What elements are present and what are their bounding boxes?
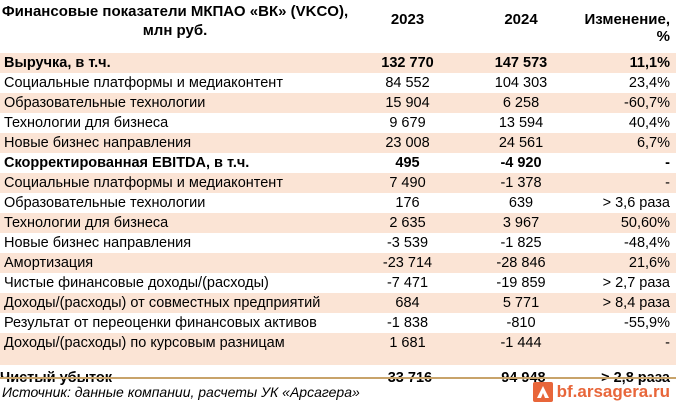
value-2023: 15 904 xyxy=(350,93,465,113)
footer-divider xyxy=(0,377,676,379)
value-change: - xyxy=(665,155,670,171)
table-row: Выручка, в т.ч. 132 770 147 573 11,1% xyxy=(0,53,676,73)
table-row: Результат от переоценки финансовых актив… xyxy=(0,313,676,333)
value-change: 50,60% xyxy=(577,213,676,233)
table-row: Социальные платформы и медиаконтент 84 5… xyxy=(0,73,676,93)
brand-logo: bf.arsagera.ru xyxy=(532,382,670,402)
value-2023: 2 635 xyxy=(350,213,465,233)
site-url[interactable]: bf.arsagera.ru xyxy=(556,382,670,401)
value-2024: 5 771 xyxy=(465,293,577,313)
value-change: > 3,6 раза xyxy=(602,195,670,211)
table-row: Новые бизнес направления 23 008 24 561 6… xyxy=(0,133,676,153)
value-2024: 104 303 xyxy=(494,75,548,91)
column-header-2023: 2023 xyxy=(390,11,425,28)
row-label: Социальные платформы и медиаконтент xyxy=(4,75,283,91)
value-2024: 3 967 xyxy=(465,213,577,233)
column-header-change: Изменение, % xyxy=(584,11,671,45)
row-label: Результат от переоценки финансовых актив… xyxy=(4,315,317,331)
row-label: Амортизация xyxy=(0,253,350,273)
value-2024: 147 573 xyxy=(465,53,577,73)
value-change: -60,7% xyxy=(577,93,676,113)
value-change: 21,6% xyxy=(577,253,676,273)
value-change: > 2,7 раза xyxy=(602,275,670,291)
row-label: Скорректированная EBITDA, в т.ч. xyxy=(4,155,250,171)
value-change: 23,4% xyxy=(628,75,670,91)
row-label: Образовательные технологии xyxy=(0,93,350,113)
financial-table: Финансовые показатели МКПАО «ВК» (VKCO),… xyxy=(0,0,676,386)
table-row: Образовательные технологии 15 904 6 258 … xyxy=(0,93,676,113)
table-row: Чистые финансовые доходы/(расходы) -7 47… xyxy=(0,273,676,293)
table-row: Доходы/(расходы) по курсовым разницам 1 … xyxy=(0,333,676,353)
table-row: Амортизация -23 714 -28 846 21,6% xyxy=(0,253,676,273)
row-label: Доходы/(расходы) по курсовым разницам xyxy=(0,333,350,353)
value-change: -55,9% xyxy=(624,315,670,331)
table-row: Новые бизнес направления -3 539 -1 825 -… xyxy=(0,233,676,253)
value-2023: 1 681 xyxy=(350,333,465,353)
value-2023: 9 679 xyxy=(389,115,426,131)
value-change: 6,7% xyxy=(577,133,676,153)
value-2024: -4 920 xyxy=(500,155,542,171)
value-2024: -28 846 xyxy=(465,253,577,273)
value-2024: -810 xyxy=(506,315,536,331)
value-2023: -7 471 xyxy=(386,275,429,291)
table-row: Доходы/(расходы) от совместных предприят… xyxy=(0,293,676,313)
value-change: 40,4% xyxy=(628,115,670,131)
value-2023: -3 539 xyxy=(386,235,429,251)
row-label: Образовательные технологии xyxy=(4,195,206,211)
row-label: Новые бизнес направления xyxy=(4,235,192,251)
table-row: Социальные платформы и медиаконтент 7 49… xyxy=(0,173,676,193)
value-2023: 684 xyxy=(350,293,465,313)
table-title-line1: Финансовые показатели МКПАО «ВК» (VKCO), xyxy=(1,3,349,20)
row-label: Выручка, в т.ч. xyxy=(0,53,350,73)
value-2023: 132 770 xyxy=(350,53,465,73)
table-row: Скорректированная EBITDA, в т.ч. 495 -4 … xyxy=(0,153,676,173)
value-2023: 7 490 xyxy=(350,173,465,193)
value-2023: 84 552 xyxy=(385,75,430,91)
row-label: Технологии для бизнеса xyxy=(0,213,350,233)
table-row: Технологии для бизнеса 9 679 13 594 40,4… xyxy=(0,113,676,133)
value-2024: 13 594 xyxy=(498,115,544,131)
value-2023: -1 838 xyxy=(386,315,429,331)
table-title: Финансовые показатели МКПАО «ВК» (VKCO),… xyxy=(0,0,350,53)
value-2024: 6 258 xyxy=(465,93,577,113)
row-label: Новые бизнес направления xyxy=(0,133,350,153)
table-row: Технологии для бизнеса 2 635 3 967 50,60… xyxy=(0,213,676,233)
column-header-2024: 2024 xyxy=(504,11,538,28)
value-change: > 8,4 раза xyxy=(577,293,676,313)
value-2024: -19 859 xyxy=(496,275,546,291)
row-label: Чистые финансовые доходы/(расходы) xyxy=(4,275,269,291)
arsagera-logo-icon xyxy=(532,382,553,402)
value-change: - xyxy=(577,333,676,353)
table-title-line2: млн руб. xyxy=(142,22,208,39)
value-2023: 495 xyxy=(395,155,420,171)
value-change: 11,1% xyxy=(577,53,676,73)
table-header: Финансовые показатели МКПАО «ВК» (VKCO),… xyxy=(0,0,676,53)
value-2024: -1 444 xyxy=(465,333,577,353)
value-change: - xyxy=(577,173,676,193)
source-note: Источник: данные компании, расчеты УК «А… xyxy=(2,384,360,400)
row-label: Технологии для бизнеса xyxy=(4,115,169,131)
value-2023: -23 714 xyxy=(350,253,465,273)
value-2023: 23 008 xyxy=(350,133,465,153)
value-change: -48,4% xyxy=(624,235,670,251)
value-2024: 639 xyxy=(508,195,534,211)
row-label: Социальные платформы и медиаконтент xyxy=(0,173,350,193)
value-2024: 24 561 xyxy=(465,133,577,153)
value-2024: -1 378 xyxy=(465,173,577,193)
table-row: Образовательные технологии 176 639 > 3,6… xyxy=(0,193,676,213)
spacer-row xyxy=(0,353,676,365)
value-2023: 176 xyxy=(395,195,420,211)
row-label: Доходы/(расходы) от совместных предприят… xyxy=(0,293,350,313)
value-2024: -1 825 xyxy=(500,235,542,251)
